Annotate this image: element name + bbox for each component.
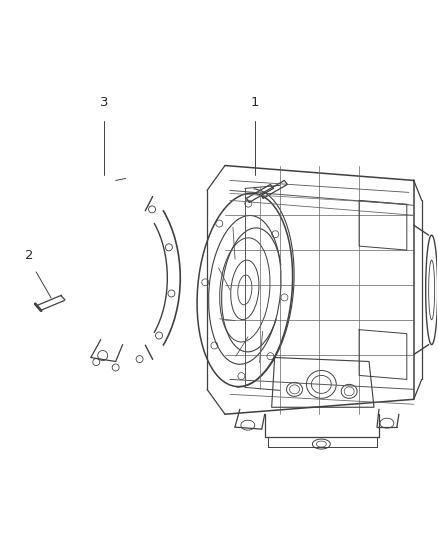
Text: 2: 2 [25,249,33,262]
Text: 3: 3 [99,96,108,109]
Text: 1: 1 [251,96,259,109]
